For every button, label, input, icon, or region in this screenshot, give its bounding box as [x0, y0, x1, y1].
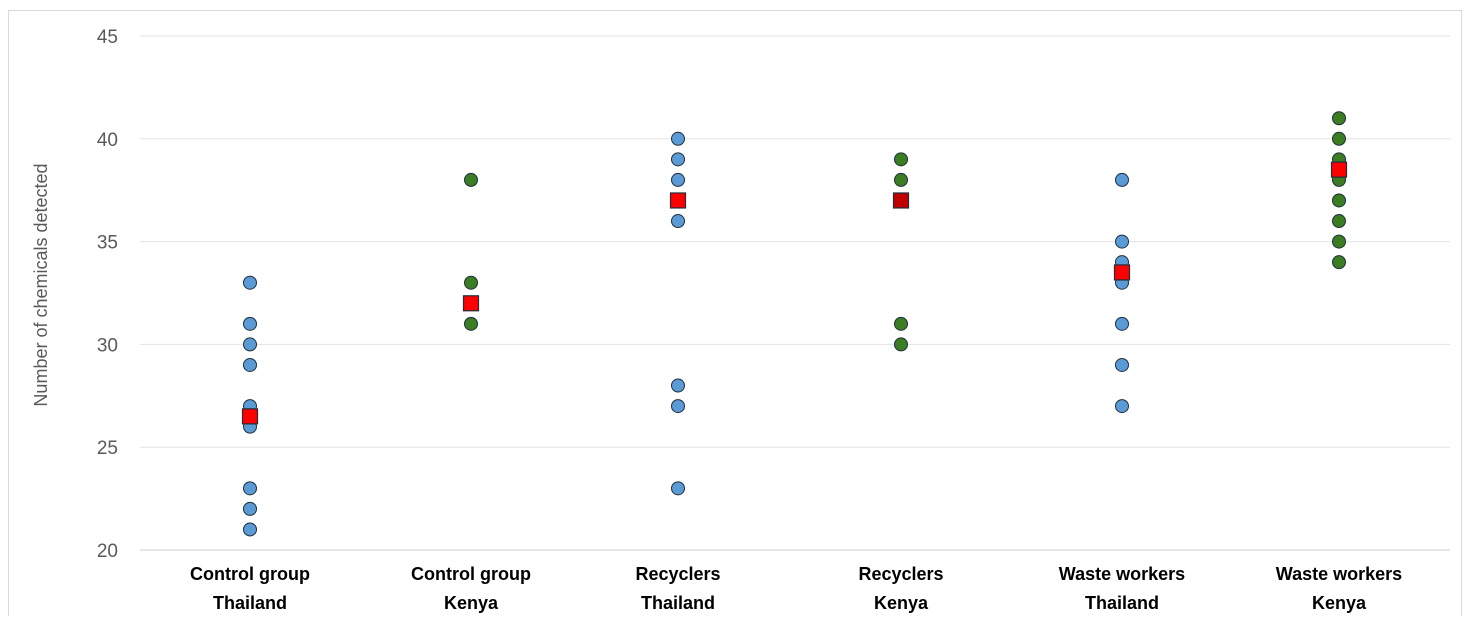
data-point [671, 152, 685, 167]
mean-marker [1113, 264, 1131, 281]
data-point [671, 481, 685, 496]
data-point [894, 316, 908, 331]
data-point [894, 172, 908, 187]
mean-marker [669, 192, 687, 209]
x-category-label: Control group Thailand [190, 564, 310, 613]
data-point [243, 275, 257, 290]
data-point [1115, 316, 1129, 331]
y-tick-label: 40 [97, 130, 118, 151]
data-points [243, 111, 1346, 537]
mean-marker [462, 295, 480, 312]
data-point [671, 131, 685, 146]
data-point [464, 172, 478, 187]
data-point [243, 481, 257, 496]
x-category-label-line: Recyclers [635, 564, 720, 584]
data-point [243, 357, 257, 372]
data-point [243, 522, 257, 537]
data-point [671, 378, 685, 393]
x-category-label-line: Kenya [1312, 593, 1367, 613]
data-point [243, 501, 257, 516]
data-point [243, 337, 257, 352]
x-category-label-line: Thailand [1085, 593, 1159, 613]
data-point [1332, 214, 1346, 229]
x-category-label: Waste workers Thailand [1059, 564, 1185, 613]
data-point [464, 275, 478, 290]
data-point [1115, 399, 1129, 414]
x-category-label: Waste workers Kenya [1276, 564, 1402, 613]
x-category-label: Recyclers Kenya [858, 564, 943, 613]
x-category-label-line: Control group [411, 564, 531, 584]
mean-marker [892, 192, 910, 209]
x-category-label-line: Control group [190, 564, 310, 584]
data-point [671, 399, 685, 414]
data-point [1332, 193, 1346, 208]
data-point [1332, 255, 1346, 270]
data-point [1115, 357, 1129, 372]
x-category-label-line: Thailand [213, 593, 287, 613]
x-category-label-line: Kenya [444, 593, 499, 613]
data-point [1115, 234, 1129, 249]
data-point [894, 152, 908, 167]
chart-frame [8, 10, 1462, 616]
y-axis-title: Number of chemicals detected [31, 163, 51, 406]
y-tick-label: 45 [97, 27, 118, 48]
data-point [243, 316, 257, 331]
y-tick-label: 35 [97, 233, 118, 254]
data-point [464, 316, 478, 331]
x-category-label-line: Waste workers [1276, 564, 1402, 584]
y-tick-label: 25 [97, 438, 118, 459]
x-category-label-line: Recyclers [858, 564, 943, 584]
mean-marker [241, 408, 259, 425]
x-category-label-line: Waste workers [1059, 564, 1185, 584]
data-point [1332, 234, 1346, 249]
x-category-label-line: Thailand [641, 593, 715, 613]
data-point [1332, 131, 1346, 146]
x-category-label-line: Kenya [874, 593, 929, 613]
data-point [894, 337, 908, 352]
mean-marker [1330, 161, 1348, 178]
y-tick-label: 20 [97, 541, 118, 562]
data-point [1332, 111, 1346, 126]
grid-lines [140, 35, 1450, 448]
data-point [671, 172, 685, 187]
data-point [671, 214, 685, 229]
y-axis: 20 25 30 35 40 45 [97, 27, 1450, 562]
x-category-label: Recyclers Thailand [635, 564, 720, 613]
y-tick-label: 30 [97, 335, 118, 356]
data-point [1115, 172, 1129, 187]
mean-markers [241, 161, 1348, 425]
x-category-label: Control group Kenya [411, 564, 531, 613]
